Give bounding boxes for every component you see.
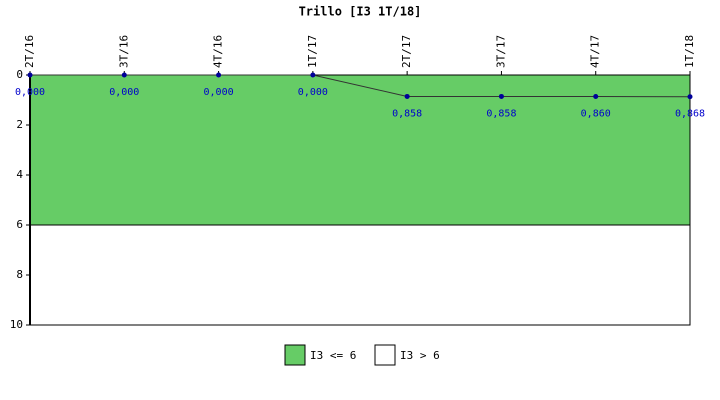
x-tick-label: 4T/16 <box>212 35 225 68</box>
data-point <box>27 72 33 78</box>
data-label: 0,000 <box>109 87 139 98</box>
band <box>29 224 691 326</box>
data-label: 0,858 <box>486 108 516 119</box>
data-point <box>310 72 316 78</box>
x-tick-label: 4T/17 <box>589 35 602 68</box>
x-tick-label: 2T/17 <box>400 35 413 68</box>
x-tick-label: 1T/18 <box>683 35 696 68</box>
legend-swatch <box>374 344 396 366</box>
y-tick-label: 2 <box>16 118 23 131</box>
data-point <box>216 72 222 78</box>
data-label: 0,000 <box>204 87 234 98</box>
band <box>29 74 691 226</box>
legend-label: I3 > 6 <box>400 349 440 362</box>
x-tick-label: 1T/17 <box>306 35 319 68</box>
y-tick-label: 6 <box>16 218 23 231</box>
legend-swatch <box>284 344 306 366</box>
data-label: 0,000 <box>298 87 328 98</box>
data-label: 0,000 <box>15 87 45 98</box>
series-line <box>30 74 691 98</box>
data-point <box>404 93 410 99</box>
x-tick-label: 2T/16 <box>23 35 36 68</box>
y-tick-label: 10 <box>10 318 23 331</box>
x-tick-label: 3T/17 <box>494 35 507 68</box>
y-tick-label: 8 <box>16 268 23 281</box>
y-tick-label: 0 <box>16 68 23 81</box>
y-tick-label: 4 <box>16 168 23 181</box>
data-label: 0,858 <box>392 108 422 119</box>
data-point <box>498 93 504 99</box>
data-point <box>593 94 599 99</box>
legend-label: I3 <= 6 <box>310 349 356 362</box>
data-point <box>687 94 693 100</box>
x-tick-label: 3T/16 <box>117 35 130 68</box>
data-label: 0,868 <box>675 109 705 120</box>
chart-title: Trillo [I3 1T/18] <box>299 5 422 19</box>
data-label: 0,860 <box>581 109 611 120</box>
data-point <box>121 72 127 78</box>
